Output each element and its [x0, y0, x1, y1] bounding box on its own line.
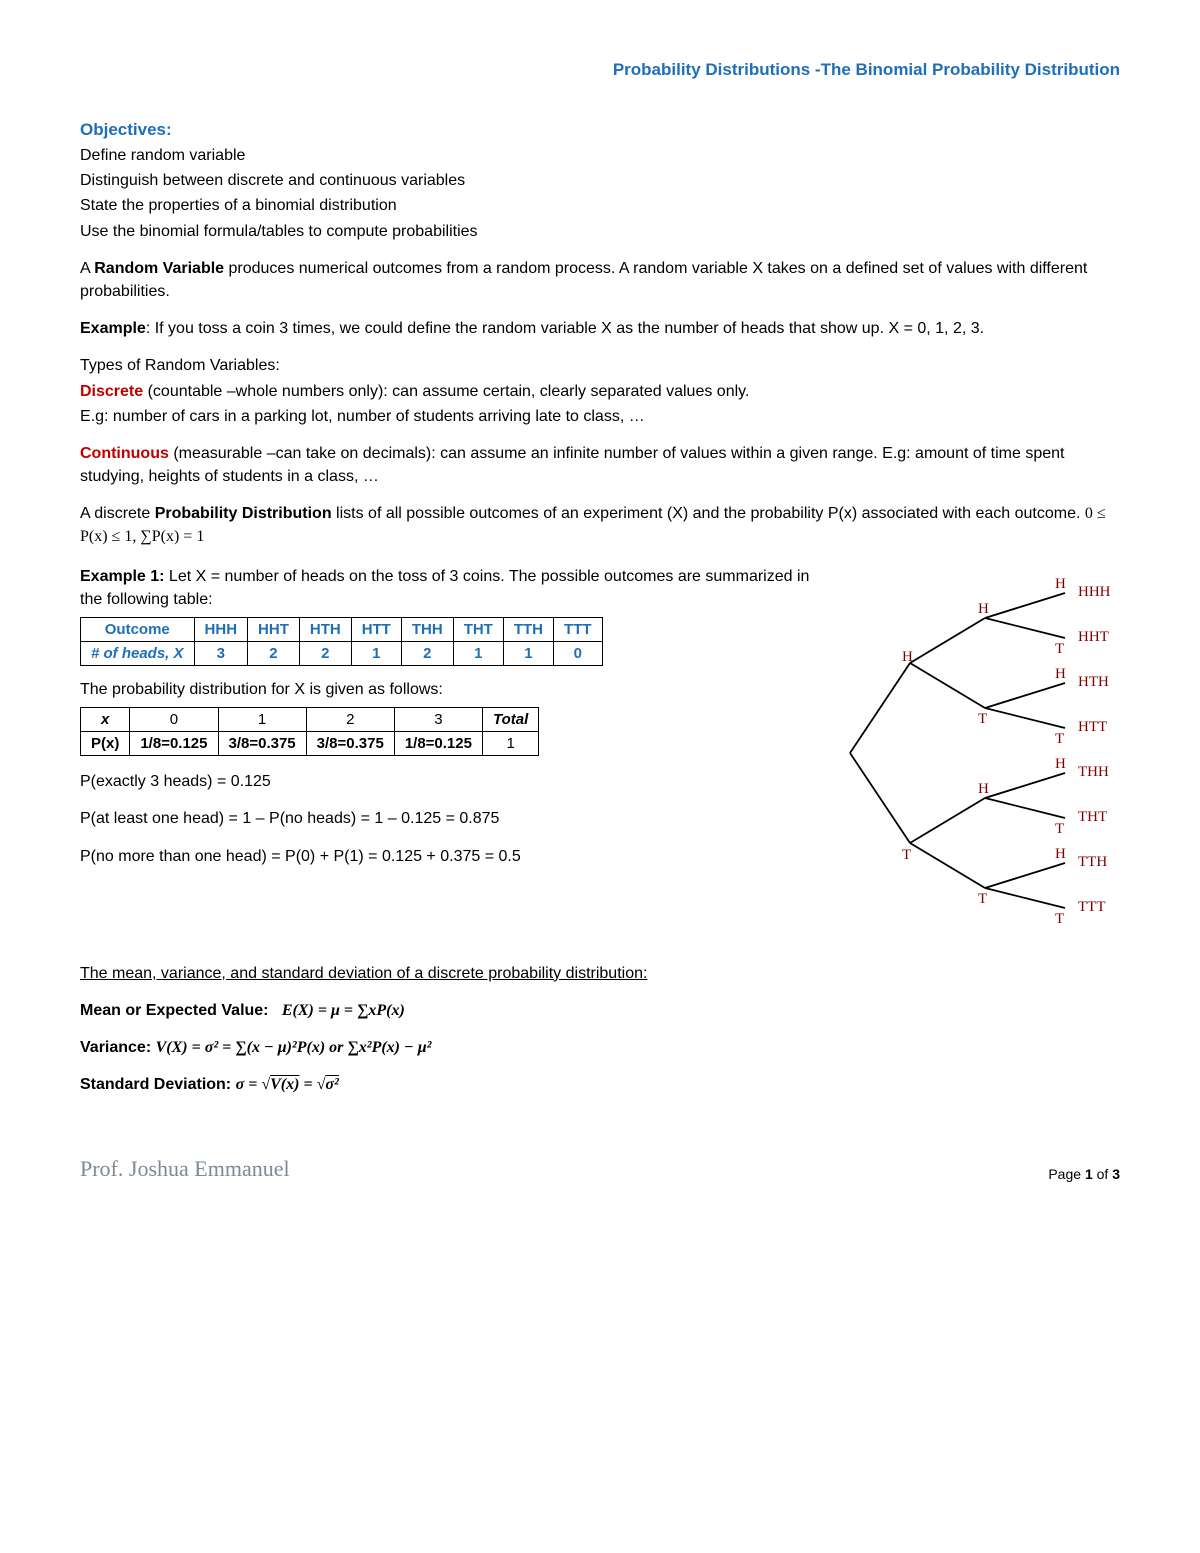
example1: Example 1: Let X = number of heads on th… [80, 565, 820, 611]
objective-item: Use the binomial formula/tables to compu… [80, 220, 1120, 243]
prob-exactly-3: P(exactly 3 heads) = 0.125 [80, 770, 820, 793]
sd-formula: Standard Deviation: σ = √V(x) = √σ² [80, 1073, 1120, 1096]
svg-text:T: T [1055, 641, 1064, 657]
discrete-def: Discrete (countable –whole numbers only)… [80, 380, 1120, 403]
svg-text:TTT: TTT [1078, 899, 1106, 915]
svg-text:T: T [1055, 911, 1064, 927]
objective-item: Distinguish between discrete and continu… [80, 169, 1120, 192]
continuous-def: Continuous (measurable –can take on deci… [80, 442, 1120, 488]
svg-text:T: T [1055, 731, 1064, 747]
svg-text:T: T [902, 847, 911, 863]
svg-text:HTT: HTT [1078, 719, 1107, 735]
objective-item: Define random variable [80, 144, 1120, 167]
svg-text:H: H [1055, 846, 1066, 862]
page-number: Page 1 of 3 [1048, 1166, 1120, 1182]
svg-text:T: T [978, 891, 987, 907]
tree-diagram: H T H T H T H T H T H T H T HHH HHT HT [840, 563, 1120, 943]
objective-item: State the properties of a binomial distr… [80, 194, 1120, 217]
page-title: Probability Distributions -The Binomial … [80, 60, 1120, 80]
rv-definition: A Random Variable produces numerical out… [80, 257, 1120, 303]
svg-text:THT: THT [1078, 809, 1107, 825]
svg-text:HHT: HHT [1078, 629, 1109, 645]
objectives-heading: Objectives: [80, 120, 1120, 140]
pd-followup: The probability distribution for X is gi… [80, 678, 820, 701]
svg-text:T: T [1055, 821, 1064, 837]
signature: Prof. Joshua Emmanuel [80, 1156, 290, 1182]
svg-text:HHH: HHH [1078, 584, 1111, 600]
outcomes-table: Outcome HHH HHT HTH HTT THH THT TTH TTT … [80, 617, 603, 666]
px-table: x 0 1 2 3 Total P(x) 1/8=0.125 3/8=0.375… [80, 707, 539, 756]
svg-text:H: H [1055, 756, 1066, 772]
svg-text:H: H [978, 781, 989, 797]
prob-no-more-than-one: P(no more than one head) = P(0) + P(1) =… [80, 845, 820, 868]
mean-formula: Mean or Expected Value: E(X) = μ = ∑xP(x… [80, 999, 1120, 1022]
types-heading: Types of Random Variables: [80, 354, 1120, 377]
svg-text:H: H [978, 601, 989, 617]
svg-text:HTH: HTH [1078, 674, 1109, 690]
svg-text:H: H [1055, 576, 1066, 592]
svg-text:H: H [1055, 666, 1066, 682]
discrete-eg: E.g: number of cars in a parking lot, nu… [80, 405, 1120, 428]
pd-definition: A discrete Probability Distribution list… [80, 502, 1120, 548]
prob-at-least-one: P(at least one head) = 1 – P(no heads) =… [80, 807, 820, 830]
svg-text:THH: THH [1078, 764, 1109, 780]
svg-text:T: T [978, 711, 987, 727]
svg-text:TTH: TTH [1078, 854, 1107, 870]
example-coin: Example: If you toss a coin 3 times, we … [80, 317, 1120, 340]
term-random-variable: Random Variable [94, 260, 224, 277]
variance-formula: Variance: V(X) = σ² = ∑(x − μ)²P(x) or ∑… [80, 1036, 1120, 1059]
stats-heading: The mean, variance, and standard deviati… [80, 962, 1120, 985]
